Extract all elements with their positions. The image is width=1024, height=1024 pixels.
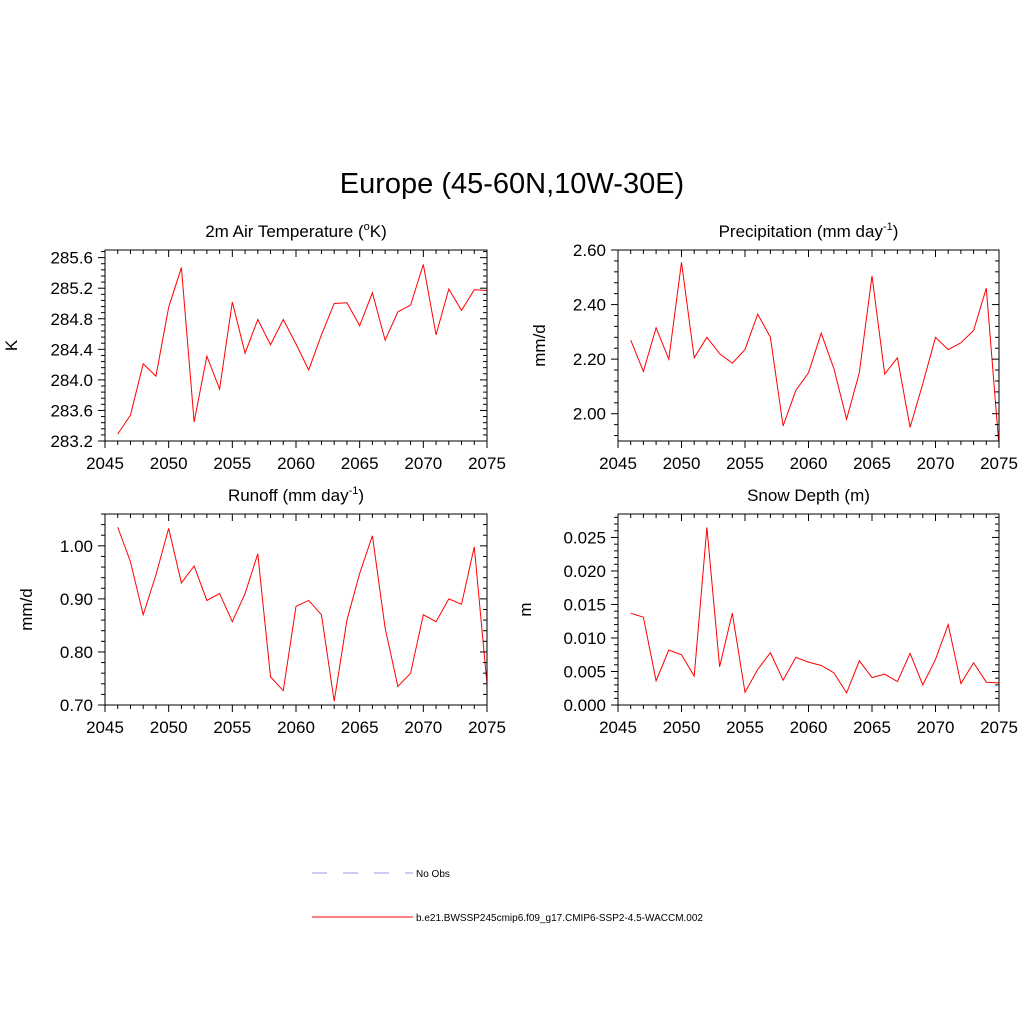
- temp-y-tick-label: 285.2: [50, 279, 93, 298]
- snow-x-tick-label: 2070: [917, 718, 955, 737]
- legend-model-label: b.e21.BWSSP245cmip6.f09_g17.CMIP6-SSP2-4…: [416, 913, 703, 924]
- snow-y-tick-label: 0.020: [563, 562, 606, 581]
- runoff-x-tick-label: 2055: [213, 718, 251, 737]
- panel-snow: 2045 2050 2055 2060 2065 2070 2075 0.000 0.005 0.…: [516, 486, 1018, 737]
- runoff-y-axis-label: mm/d: [17, 588, 36, 631]
- precip-x-tick-label: 2060: [790, 454, 828, 473]
- precip-x-tick-label: 2075: [980, 454, 1018, 473]
- legend-obs-label: No Obs: [416, 869, 450, 880]
- snow-plot-frame: [617, 513, 1000, 706]
- temp-plot-frame: [104, 249, 488, 442]
- snow-y-tick-label: 0.025: [563, 528, 606, 547]
- runoff-x-tick-label: 2065: [341, 718, 379, 737]
- runoff-x-tick-label: 2050: [150, 718, 188, 737]
- main-title: Europe (45-60N,10W-30E): [339, 168, 685, 200]
- precip-y-tick-label: 2.60: [573, 241, 606, 260]
- snow-panel-title: Snow Depth (m): [747, 486, 870, 505]
- snow-x-tick-label: 2075: [980, 718, 1018, 737]
- runoff-panel-title: Runoff (mm day-1): [228, 485, 364, 505]
- temp-y-tick-label: 284.4: [50, 340, 93, 359]
- runoff-x-tick-label: 2070: [404, 718, 442, 737]
- temp-x-tick-label: 2045: [86, 454, 124, 473]
- precip-y-axis-label: mm/d: [530, 324, 549, 367]
- temp-y-tick-label: 283.2: [50, 432, 93, 451]
- temp-x-tick-label: 2065: [341, 454, 379, 473]
- snow-y-tick-label: 0.015: [563, 595, 606, 614]
- runoff-y-tick-label: 1.00: [60, 537, 93, 556]
- temp-series-line: [117, 264, 487, 435]
- snow-y-tick-label: 0.000: [563, 696, 606, 715]
- temp-x-tick-label: 2060: [277, 454, 315, 473]
- temp-y-tick-label: 285.6: [50, 249, 93, 268]
- precip-x-tick-label: 2055: [726, 454, 764, 473]
- snow-y-tick-label: 0.010: [563, 629, 606, 648]
- snow-series-line: [630, 527, 999, 695]
- snow-y-tick-label: 0.005: [563, 662, 606, 681]
- runoff-x-tick-label: 2045: [86, 718, 124, 737]
- panel-runoff: 2045 2050 2055 2060 2065 2070 2075 0.70 0.80 0.90…: [17, 485, 506, 737]
- temp-y-tick-label: 283.6: [50, 401, 93, 420]
- precip-plot-frame: [617, 249, 1000, 442]
- precip-series-line: [630, 262, 999, 441]
- runoff-y-tick-label: 0.90: [60, 590, 93, 609]
- snow-x-tick-label: 2050: [663, 718, 701, 737]
- snow-x-tick-label: 2055: [726, 718, 764, 737]
- precip-y-tick-label: 2.20: [573, 350, 606, 369]
- snow-y-axis-label: m: [516, 602, 535, 616]
- precip-y-tick-label: 2.40: [573, 296, 606, 315]
- runoff-x-tick-label: 2075: [468, 718, 506, 737]
- temp-x-tick-label: 2075: [468, 454, 506, 473]
- precip-y-tick-label: 2.00: [573, 405, 606, 424]
- panel-temp: 2045 2050 2055 2060 2065 2070 2075 283.2 283.6 28…: [2, 221, 506, 473]
- temp-panel-title: 2m Air Temperature (oK): [205, 221, 387, 241]
- temp-y-tick-label: 284.0: [50, 371, 93, 390]
- temp-x-tick-label: 2050: [150, 454, 188, 473]
- precip-x-tick-label: 2070: [917, 454, 955, 473]
- legend: No Obs b.e21.BWSSP245cmip6.f09_g17.CMIP6-…: [312, 869, 703, 924]
- snow-x-tick-label: 2060: [790, 718, 828, 737]
- runoff-x-tick-label: 2060: [277, 718, 315, 737]
- precip-x-tick-label: 2050: [663, 454, 701, 473]
- temp-y-axis-label: K: [2, 339, 21, 351]
- precip-x-tick-label: 2045: [599, 454, 637, 473]
- snow-x-tick-label: 2065: [853, 718, 891, 737]
- temp-x-tick-label: 2055: [213, 454, 251, 473]
- runoff-y-tick-label: 0.80: [60, 643, 93, 662]
- runoff-y-tick-label: 0.70: [60, 696, 93, 715]
- temp-x-tick-label: 2070: [404, 454, 442, 473]
- precip-x-tick-label: 2065: [853, 454, 891, 473]
- snow-x-tick-label: 2045: [599, 718, 637, 737]
- runoff-series-line: [117, 527, 487, 702]
- precip-panel-title: Precipitation (mm day-1): [719, 221, 899, 241]
- temp-y-tick-label: 284.8: [50, 310, 93, 329]
- panel-precip: 2045 2050 2055 2060 2065 2070 2075 2.00 2.20 2.40…: [530, 221, 1018, 473]
